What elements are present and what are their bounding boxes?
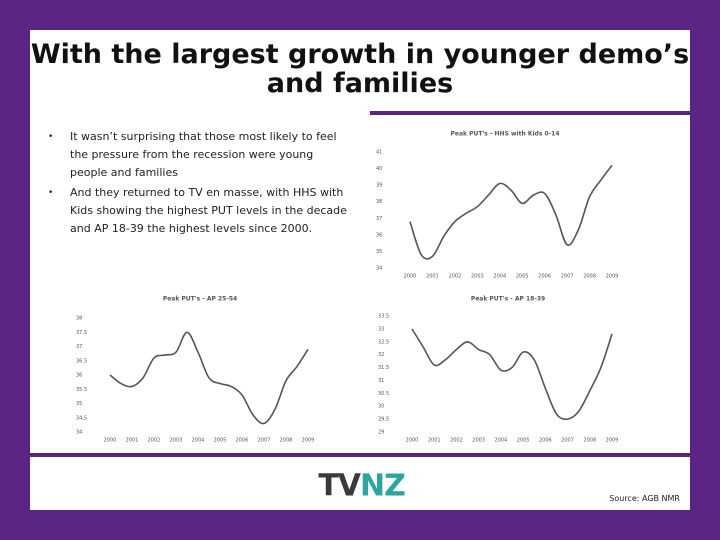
- x-tick-label: 2004: [495, 438, 508, 444]
- data-line: [109, 331, 309, 425]
- x-tick-label: 2000: [104, 438, 117, 444]
- x-tick-label: 2005: [516, 274, 529, 280]
- x-tick-label: 2002: [148, 438, 161, 444]
- x-tick-label: 2006: [236, 438, 249, 444]
- x-tick-label: 2003: [170, 438, 183, 444]
- x-tick-label: 2006: [538, 274, 551, 280]
- x-tick-label: 2008: [583, 438, 596, 444]
- x-tick-label: 2003: [472, 438, 485, 444]
- y-tick-label: 38: [76, 316, 82, 322]
- slide-title: With the largest growth in younger demo’…: [30, 39, 690, 99]
- y-tick-label: 34.5: [76, 415, 87, 421]
- y-tick-label: 32: [378, 352, 384, 358]
- y-tick-label: 36: [76, 373, 82, 379]
- y-tick-label: 34: [376, 266, 382, 272]
- panel: [30, 30, 690, 510]
- x-tick-label: 2004: [493, 274, 506, 280]
- x-tick-label: 2007: [561, 274, 574, 280]
- x-tick-label: 2008: [583, 274, 596, 280]
- x-tick-label: 2003: [471, 274, 484, 280]
- y-tick-label: 40: [376, 166, 382, 172]
- x-tick-label: 2001: [126, 438, 139, 444]
- y-tick-label: 33: [378, 326, 384, 332]
- y-tick-label: 31.5: [378, 365, 389, 371]
- y-tick-label: 38: [376, 199, 382, 205]
- x-tick-label: 2001: [428, 438, 441, 444]
- y-tick-label: 31: [378, 378, 384, 384]
- x-tick-label: 2009: [606, 438, 619, 444]
- x-tick-label: 2001: [426, 274, 439, 280]
- data-line: [409, 164, 613, 260]
- x-tick-label: 2004: [192, 438, 205, 444]
- x-tick-label: 2007: [561, 438, 574, 444]
- logo-nz: NZ: [360, 469, 405, 504]
- x-tick-label: 2002: [450, 438, 463, 444]
- x-tick-label: 2008: [280, 438, 293, 444]
- y-tick-label: 39: [376, 183, 382, 189]
- y-tick-label: 32.5: [378, 339, 389, 345]
- x-tick-label: 2007: [258, 438, 271, 444]
- y-tick-label: 35: [376, 249, 382, 255]
- y-tick-label: 37: [376, 216, 382, 222]
- y-tick-label: 30: [378, 404, 384, 410]
- footer-rule: [30, 453, 690, 457]
- y-tick-label: 29: [378, 430, 384, 436]
- bullet: It wasn’t surprising that those most lik…: [48, 128, 348, 182]
- data-line: [411, 328, 613, 421]
- y-tick-label: 35: [76, 401, 82, 407]
- source-note: Source: AGB NMR: [609, 494, 680, 503]
- y-tick-label: 36.5: [76, 358, 87, 364]
- x-tick-label: 2002: [449, 274, 462, 280]
- x-tick-label: 2000: [404, 274, 417, 280]
- bullet-list: It wasn’t surprising that those most lik…: [48, 128, 348, 240]
- chart-title: Peak PUT's - AP 18-39: [471, 296, 545, 303]
- x-tick-label: 2005: [517, 438, 530, 444]
- x-tick-label: 2005: [214, 438, 227, 444]
- y-tick-label: 37: [76, 344, 82, 350]
- bullet: And they returned to TV en masse, with H…: [48, 184, 348, 238]
- y-tick-label: 36: [376, 232, 382, 238]
- chart-title: Peak PUT's - AP 25-54: [163, 296, 237, 303]
- y-tick-label: 35.5: [76, 387, 87, 393]
- y-tick-label: 34: [76, 430, 82, 436]
- x-tick-label: 2009: [302, 438, 315, 444]
- chart-title: Peak PUT's - HHS with Kids 0-14: [451, 131, 560, 138]
- y-tick-label: 37.5: [76, 330, 87, 336]
- x-tick-label: 2009: [606, 274, 619, 280]
- title-rule: [370, 111, 690, 115]
- y-tick-label: 33.5: [378, 314, 389, 320]
- logo-tv: TV: [318, 469, 361, 504]
- y-tick-label: 41: [376, 150, 382, 156]
- x-tick-label: 2006: [539, 438, 552, 444]
- y-tick-label: 29.5: [378, 417, 389, 423]
- y-tick-label: 30.5: [378, 391, 389, 397]
- x-tick-label: 2000: [406, 438, 419, 444]
